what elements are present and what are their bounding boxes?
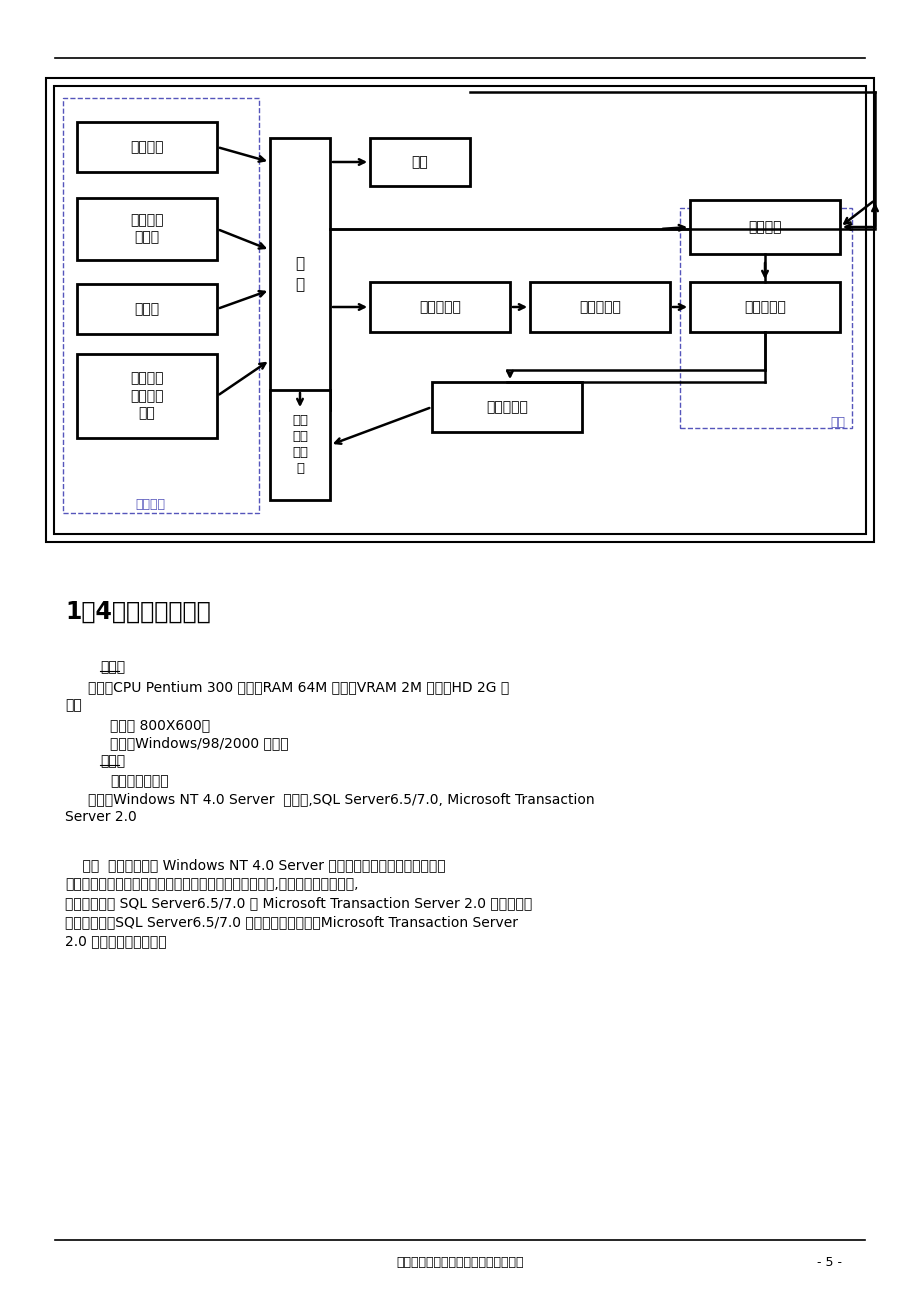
Text: 硬件：（按需）: 硬件：（按需） <box>110 773 168 788</box>
Text: 出入库类
型字典: 出入库类 型字典 <box>130 214 164 245</box>
Text: 2.0 装于中间层服务器。: 2.0 装于中间层服务器。 <box>65 934 166 948</box>
FancyBboxPatch shape <box>269 391 330 500</box>
Text: 调价: 调价 <box>411 155 428 169</box>
Text: 按实际使用可将数据库服务器和中间层服务器合并或分开,若分开成两台服务器,: 按实际使用可将数据库服务器和中间层服务器合并或分开,若分开成两台服务器, <box>65 878 358 891</box>
FancyBboxPatch shape <box>62 98 259 513</box>
Text: 申请单确认: 申请单确认 <box>743 299 785 314</box>
FancyBboxPatch shape <box>689 201 839 254</box>
FancyBboxPatch shape <box>689 283 839 332</box>
Text: - 5 -: - 5 - <box>817 1256 842 1269</box>
Text: 显示器 800X600。: 显示器 800X600。 <box>110 717 210 732</box>
FancyBboxPatch shape <box>77 122 217 172</box>
Text: 基础字典: 基础字典 <box>135 499 165 512</box>
Text: 入
库: 入 库 <box>295 256 304 292</box>
FancyBboxPatch shape <box>54 86 865 534</box>
Text: 软件：Windows NT 4.0 Server  中文版,SQL Server6.5/7.0, Microsoft Transaction: 软件：Windows NT 4.0 Server 中文版,SQL Server6… <box>88 792 594 806</box>
Text: 说明  服务器硬件按 Windows NT 4.0 Server 和实际使用的要求设置。服务器: 说明 服务器硬件按 Windows NT 4.0 Server 和实际使用的要求… <box>65 858 445 872</box>
FancyBboxPatch shape <box>77 354 217 437</box>
Text: 收费项目
和血制品
对应: 收费项目 和血制品 对应 <box>130 371 164 421</box>
Text: 申请
单撤
消确
认: 申请 单撤 消确 认 <box>291 414 308 475</box>
FancyBboxPatch shape <box>369 138 470 186</box>
Text: 血站字典: 血站字典 <box>130 141 164 154</box>
FancyBboxPatch shape <box>46 78 873 542</box>
FancyBboxPatch shape <box>529 283 669 332</box>
FancyBboxPatch shape <box>369 283 509 332</box>
Text: 申请单划价: 申请单划价 <box>578 299 620 314</box>
Text: 血制品: 血制品 <box>134 302 159 316</box>
FancyBboxPatch shape <box>77 198 217 260</box>
Text: 1．4．系统运行环境: 1．4．系统运行环境 <box>65 600 210 624</box>
FancyBboxPatch shape <box>77 284 217 335</box>
Text: 软件：Windows/98/2000 中文版: 软件：Windows/98/2000 中文版 <box>110 736 289 750</box>
FancyBboxPatch shape <box>269 138 330 410</box>
Text: Server 2.0: Server 2.0 <box>65 810 137 824</box>
Text: 出库: 出库 <box>830 415 845 428</box>
Text: 申请单撤消: 申请单撤消 <box>485 400 528 414</box>
Text: 申请单录入: 申请单录入 <box>419 299 460 314</box>
Text: 批量出库: 批量出库 <box>747 220 781 234</box>
Text: 则安装的软件 SQL Server6.5/7.0 和 Microsoft Transaction Server 2.0 将分装在两: 则安装的软件 SQL Server6.5/7.0 和 Microsoft Tra… <box>65 896 532 910</box>
Text: 北京众邦慧智计算机系统集成有限公司: 北京众邦慧智计算机系统集成有限公司 <box>396 1256 523 1269</box>
Text: 上，: 上， <box>65 698 82 712</box>
Text: 服务器: 服务器 <box>100 754 125 768</box>
Text: 台服务器上。SQL Server6.5/7.0 装于数据库服务器，Microsoft Transaction Server: 台服务器上。SQL Server6.5/7.0 装于数据库服务器，Microso… <box>65 915 517 930</box>
Text: 硬件：CPU Pentium 300 以上，RAM 64M 以上，VRAM 2M 以上，HD 2G 以: 硬件：CPU Pentium 300 以上，RAM 64M 以上，VRAM 2M… <box>88 680 509 694</box>
Text: 工作站: 工作站 <box>100 660 125 674</box>
FancyBboxPatch shape <box>679 208 851 428</box>
FancyBboxPatch shape <box>432 381 582 432</box>
